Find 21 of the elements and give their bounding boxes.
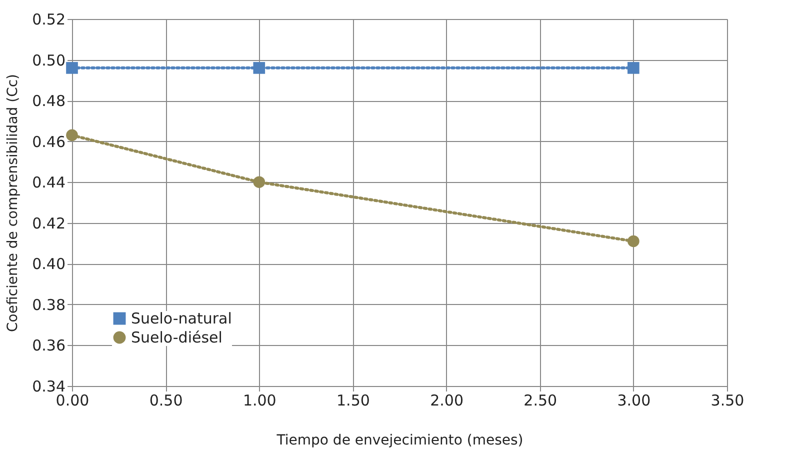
- y-tick-label: 0.40: [32, 255, 66, 274]
- legend-label: Suelo-natural: [131, 310, 232, 328]
- point: [66, 62, 78, 74]
- y-tick-label: 0.44: [32, 174, 66, 192]
- x-tick-label: 1.00: [242, 392, 276, 410]
- y-tick-label: 0.50: [32, 51, 66, 70]
- legend-label: Suelo-diésel: [131, 328, 222, 346]
- x-axis-title: Tiempo de envejecimiento (meses): [276, 432, 524, 448]
- y-tick-label: 0.52: [32, 10, 66, 28]
- x-tick-label: 2.50: [524, 392, 558, 410]
- y-tick-label: 0.36: [32, 336, 66, 355]
- x-tick-label: 2.00: [430, 392, 464, 410]
- y-tick-label: 0.42: [32, 214, 66, 232]
- y-tick-label: 0.46: [32, 132, 66, 151]
- y-axis-title: Coeficiente de comprensibilidad (Cc): [5, 74, 22, 332]
- y-tick-label: 0.38: [32, 296, 66, 314]
- x-tick-label: 3.00: [617, 392, 651, 410]
- y-tick-label: 0.48: [32, 92, 66, 110]
- x-tick-label: 3.50: [710, 392, 744, 410]
- x-tick-label: 0.50: [149, 392, 183, 410]
- x-tick-label: 1.50: [336, 392, 370, 410]
